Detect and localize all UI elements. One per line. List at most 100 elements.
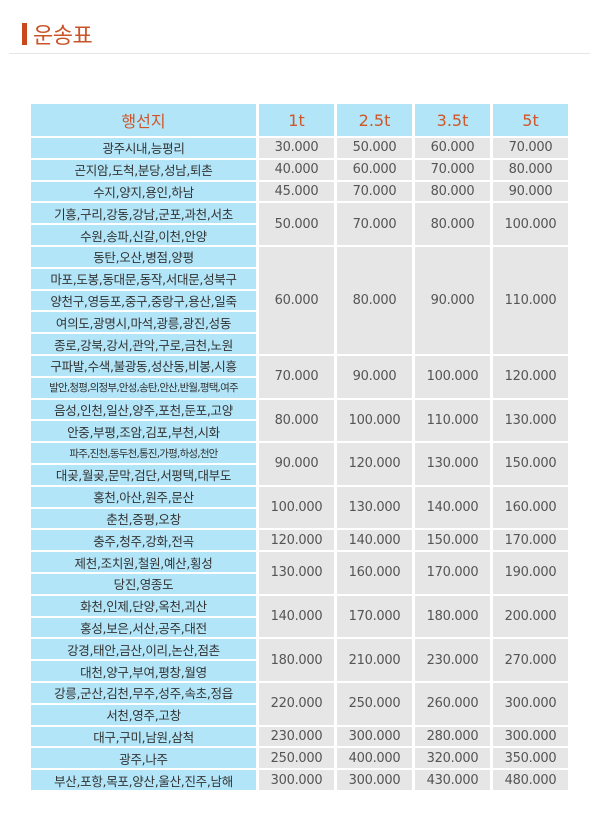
price-cell: 50.000 — [259, 203, 334, 245]
price-cell: 110.000 — [415, 399, 490, 442]
price-cell: 60.000 — [337, 159, 412, 180]
price-cell: 45.000 — [259, 181, 334, 202]
destination-cell: 구파발,수색,불광동,성산동,비봉,시흥 — [31, 355, 256, 376]
table-row: 광주,나주 250.000 400.000 320.000 350.000 — [31, 748, 568, 769]
price-cell: 250.000 — [259, 748, 334, 769]
price-cell: 150.000 — [415, 530, 490, 551]
header-1t: 1t — [259, 104, 334, 136]
table-row: 춘천,증평,오창 — [31, 508, 568, 529]
table-row: 종로,강북,강서,관악,구로,금천,노원 — [31, 334, 568, 354]
price-cell: 100.000 — [337, 399, 412, 442]
destination-cell: 안중,부평,조암,김포,부천,시화 — [31, 421, 256, 442]
table-row: 충주,청주,강화,전곡 120.000 140.000 150.000 170.000 — [31, 530, 568, 551]
destination-cell: 파주,진천,동두천,통진,가평,하성,천안 — [31, 443, 256, 463]
price-cell: 100.000 — [493, 203, 568, 245]
price-cell: 120.000 — [259, 530, 334, 551]
price-cell: 130.000 — [259, 552, 334, 594]
price-cell: 140.000 — [337, 530, 412, 551]
page-title: 운송표 — [33, 24, 93, 49]
table-row: 대구,구미,남원,삼척 230.000 300.000 280.000 300.000 — [31, 726, 568, 747]
price-cell: 90.000 — [259, 443, 334, 485]
destination-cell: 기흥,구리,강동,강남,군포,과천,서초 — [31, 203, 256, 224]
price-cell: 130.000 — [415, 443, 490, 485]
table-row: 양천구,영등포,중구,중랑구,용산,일죽 — [31, 290, 568, 311]
price-cell: 140.000 — [415, 486, 490, 529]
price-cell: 80.000 — [415, 203, 490, 245]
destination-cell: 동탄,오산,병점,양평 — [31, 246, 256, 267]
table-row: 당진,영종도 — [31, 573, 568, 594]
price-cell: 120.000 — [337, 443, 412, 485]
destination-cell: 대천,양구,부여,평창,월영 — [31, 661, 256, 681]
header-destination: 행선지 — [31, 104, 256, 136]
shipping-rate-table: 행선지 1t 2.5t 3.5t 5t 광주시내,능평리 30.000 50.000… — [28, 102, 571, 792]
destination-cell: 홍천,아산,원주,문산 — [31, 486, 256, 507]
destination-cell: 광주시내,능평리 — [31, 138, 256, 158]
destination-cell: 발안,청평,의정부,안성,송탄,안산,반월,평택,여주 — [31, 377, 256, 398]
destination-cell: 양천구,영등포,중구,중랑구,용산,일죽 — [31, 290, 256, 311]
table-row: 강릉,군산,김천,무주,성주,속초,정읍 220.000 250.000 260.00… — [31, 682, 568, 725]
table-row: 화천,인제,단양,옥천,괴산 140.000 170.000 180.000 200.0… — [31, 595, 568, 638]
price-cell: 480.000 — [493, 770, 568, 790]
price-cell: 300.000 — [493, 726, 568, 747]
price-cell: 400.000 — [337, 748, 412, 769]
destination-cell: 종로,강북,강서,관악,구로,금천,노원 — [31, 334, 256, 354]
title-accent-bar — [22, 23, 27, 45]
destination-cell: 부산,포항,목포,양산,울산,진주,남해 — [31, 770, 256, 790]
table-row: 안중,부평,조암,김포,부천,시화 — [31, 421, 568, 442]
table-row: 수원,송파,신갈,이천,안양 — [31, 225, 568, 245]
price-cell: 250.000 — [337, 682, 412, 725]
price-cell: 130.000 — [493, 399, 568, 442]
table-body: 광주시내,능평리 30.000 50.000 60.000 70.000 곤지암,도척,분… — [31, 138, 568, 790]
table-row: 파주,진천,동두천,통진,가평,하성,천안 90.000 120.000 130.00… — [31, 443, 568, 485]
header-2.5t: 2.5t — [337, 104, 412, 136]
price-cell: 70.000 — [337, 181, 412, 202]
price-cell: 230.000 — [259, 726, 334, 747]
table-row: 홍성,보은,서산,공주,대전 — [31, 617, 568, 638]
price-cell: 90.000 — [493, 181, 568, 202]
table-row: 기흥,구리,강동,강남,군포,과천,서초 50.000 70.000 80.000 10… — [31, 203, 568, 245]
price-cell: 80.000 — [493, 159, 568, 180]
destination-cell: 제천,조치원,철원,예산,횡성 — [31, 552, 256, 572]
price-cell: 180.000 — [259, 639, 334, 681]
price-cell: 170.000 — [493, 530, 568, 551]
table-row: 광주시내,능평리 30.000 50.000 60.000 70.000 — [31, 138, 568, 158]
table-row: 발안,청평,의정부,안성,송탄,안산,반월,평택,여주 — [31, 377, 568, 398]
price-cell: 160.000 — [337, 552, 412, 594]
price-cell: 40.000 — [259, 159, 334, 180]
price-cell: 70.000 — [337, 203, 412, 245]
price-cell: 160.000 — [493, 486, 568, 529]
price-cell: 100.000 — [415, 355, 490, 398]
price-cell: 70.000 — [259, 355, 334, 398]
table-row: 대천,양구,부여,평창,월영 — [31, 661, 568, 681]
price-cell: 50.000 — [337, 138, 412, 158]
table-row: 홍천,아산,원주,문산 100.000 130.000 140.000 160.000 — [31, 486, 568, 529]
destination-cell: 곤지암,도척,분당,성남,퇴촌 — [31, 159, 256, 180]
destination-cell: 화천,인제,단양,옥천,괴산 — [31, 595, 256, 616]
price-cell: 300.000 — [337, 770, 412, 790]
price-cell: 300.000 — [259, 770, 334, 790]
table-row: 동탄,오산,병점,양평 60.000 80.000 90.000 110.000 — [31, 246, 568, 354]
destination-cell: 당진,영종도 — [31, 573, 256, 594]
header-5t: 5t — [493, 104, 568, 136]
price-cell: 60.000 — [259, 246, 334, 354]
price-cell: 130.000 — [337, 486, 412, 529]
price-cell: 260.000 — [415, 682, 490, 725]
price-cell: 230.000 — [415, 639, 490, 681]
price-cell: 70.000 — [415, 159, 490, 180]
price-cell: 430.000 — [415, 770, 490, 790]
price-cell: 120.000 — [493, 355, 568, 398]
table-row: 수지,양지,용인,하남 45.000 70.000 80.000 90.000 — [31, 181, 568, 202]
destination-cell: 대곶,월곶,문막,검단,서평택,대부도 — [31, 464, 256, 485]
price-cell: 180.000 — [415, 595, 490, 638]
destination-cell: 대구,구미,남원,삼척 — [31, 726, 256, 747]
table-row: 강경,태안,금산,이리,논산,점촌 180.000 210.000 230.000 27… — [31, 639, 568, 681]
table-row: 부산,포항,목포,양산,울산,진주,남해 300.000 300.000 430.00… — [31, 770, 568, 790]
destination-cell: 서천,영주,고창 — [31, 704, 256, 725]
price-cell: 30.000 — [259, 138, 334, 158]
destination-cell: 음성,인천,일산,양주,포천,둔포,고양 — [31, 399, 256, 420]
price-cell: 210.000 — [337, 639, 412, 681]
table-row: 곤지암,도척,분당,성남,퇴촌 40.000 60.000 70.000 80.000 — [31, 159, 568, 180]
table-row: 대곶,월곶,문막,검단,서평택,대부도 — [31, 464, 568, 485]
price-cell: 110.000 — [493, 246, 568, 354]
page-header: 운송표 — [22, 18, 93, 50]
